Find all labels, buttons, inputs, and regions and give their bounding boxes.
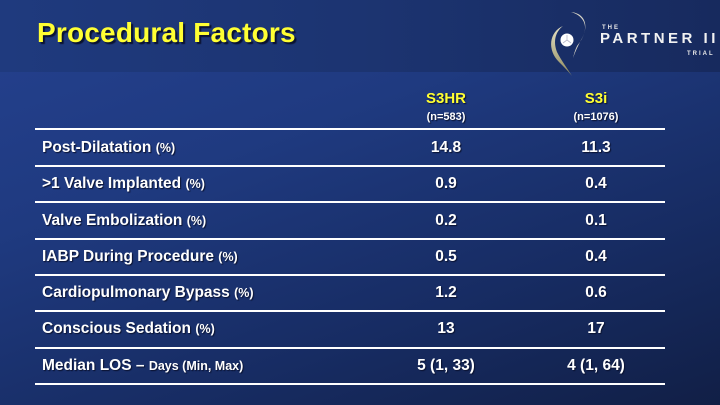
divider	[35, 201, 665, 203]
cell-s3i: 0.1	[585, 212, 607, 229]
label-unit: (%)	[234, 286, 254, 300]
row-label-iabp: IABP During Procedure (%)	[42, 248, 238, 266]
label-text: >1 Valve Implanted	[42, 175, 182, 192]
cell-s3hr: 1.2	[435, 284, 457, 301]
column-header-s3hr: S3HR (n=583)	[386, 90, 506, 123]
label-text: IABP During Procedure	[42, 248, 214, 265]
column-name: S3HR	[425, 90, 466, 107]
header-band	[0, 0, 720, 72]
cell-s3hr: 5 (1, 33)	[417, 357, 475, 374]
slide-title: Procedural Factors	[37, 17, 296, 48]
logo-trial: TRIAL	[687, 51, 715, 57]
row-label-post-dilatation: Post-Dilatation (%)	[42, 139, 175, 157]
column-name: S3i	[584, 90, 608, 107]
label-text: Median LOS –	[42, 357, 145, 374]
partner-ii-logo: THE PARTNER II TRIAL	[545, 8, 715, 78]
cell-s3hr: 14.8	[430, 139, 462, 156]
divider	[35, 165, 665, 167]
row-label-conscious-sedation: Conscious Sedation (%)	[42, 320, 215, 338]
label-text: Conscious Sedation	[42, 320, 191, 337]
cell-s3i: 17	[587, 320, 605, 337]
label-unit: (%)	[185, 177, 205, 191]
logo-the: THE	[602, 25, 620, 31]
cell-s3i: 0.4	[585, 248, 607, 265]
label-text: Valve Embolization	[42, 212, 183, 229]
label-unit: (%)	[155, 141, 176, 155]
divider	[35, 128, 665, 130]
label-text: Cardiopulmonary Bypass	[42, 284, 230, 301]
cell-s3i: 0.4	[585, 175, 607, 192]
row-label-valve-implanted: >1 Valve Implanted (%)	[42, 175, 205, 193]
logo-name: PARTNER II	[600, 30, 719, 47]
cell-s3i: 4 (1, 64)	[567, 357, 625, 374]
row-label-valve-embolization: Valve Embolization (%)	[42, 212, 206, 230]
divider	[35, 310, 665, 312]
divider	[35, 347, 665, 349]
divider	[35, 383, 665, 385]
label-unit: Days (Min, Max)	[148, 359, 244, 373]
cell-s3hr: 0.2	[435, 212, 457, 229]
cell-s3i: 0.6	[585, 284, 607, 301]
label-unit: (%)	[218, 250, 238, 264]
cell-s3hr: 13	[437, 320, 455, 337]
row-label-median-los: Median LOS – Days (Min, Max)	[42, 357, 243, 375]
column-sample-size: (n=583)	[426, 111, 466, 123]
column-sample-size: (n=1076)	[573, 111, 619, 123]
label-text: Post-Dilatation	[42, 139, 152, 156]
divider	[35, 238, 665, 240]
cell-s3hr: 0.9	[435, 175, 457, 192]
label-unit: (%)	[195, 322, 215, 336]
row-label-cardiopulmonary-bypass: Cardiopulmonary Bypass (%)	[42, 284, 254, 302]
divider	[35, 274, 665, 276]
heart-valve-logo-icon	[551, 12, 586, 76]
cell-s3i: 11.3	[581, 139, 611, 156]
cell-s3hr: 0.5	[435, 248, 457, 265]
column-header-s3i: S3i (n=1076)	[536, 90, 656, 123]
label-unit: (%)	[186, 214, 207, 228]
